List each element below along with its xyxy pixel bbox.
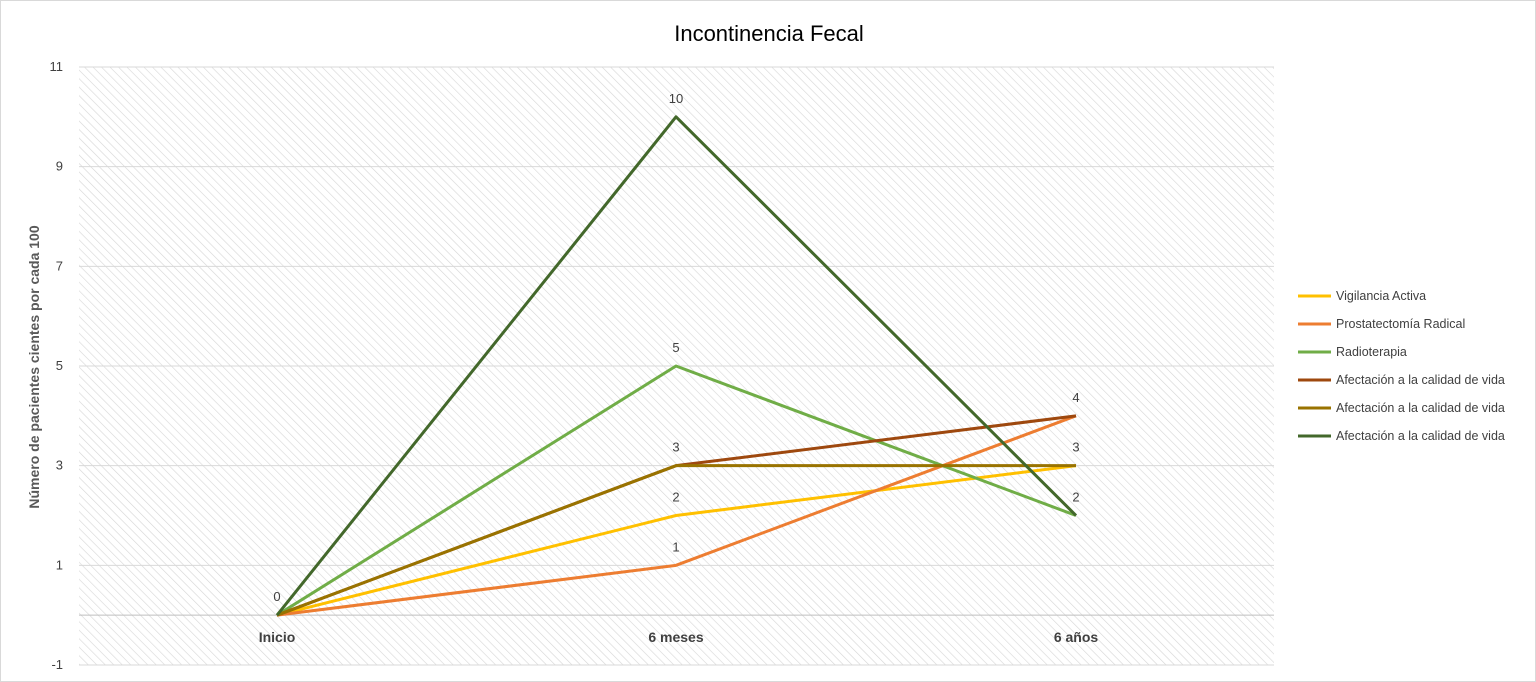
x-tick-label: 6 años — [1054, 629, 1099, 645]
y-tick-label: 5 — [56, 358, 63, 373]
x-tick-label: 6 meses — [648, 629, 703, 645]
data-label: 0 — [273, 589, 280, 604]
legend-entry: Radioterapia — [1336, 345, 1407, 359]
legend-entry: Prostatectomía Radical — [1336, 317, 1465, 331]
y-tick-label: 11 — [50, 59, 64, 74]
legend-entry: Afectación a la calidad de vida — [1336, 401, 1505, 415]
legend-entry: Afectación a la calidad de vida — [1336, 373, 1505, 387]
y-tick-label: 9 — [56, 159, 63, 174]
y-tick-label: 3 — [56, 458, 63, 473]
data-label: 2 — [672, 490, 679, 505]
chart-title: Incontinencia Fecal — [674, 21, 864, 46]
series-line — [275, 115, 1078, 617]
series-line — [276, 464, 1076, 617]
data-label: 3 — [672, 440, 679, 455]
data-label: 10 — [669, 91, 683, 106]
y-tick-label: 7 — [56, 258, 63, 273]
data-label: 2 — [1072, 490, 1079, 505]
data-label: 5 — [672, 340, 679, 355]
y-tick-label: -1 — [51, 657, 63, 672]
legend-entry: Vigilancia Activa — [1336, 289, 1426, 303]
data-label: 1 — [672, 539, 679, 554]
y-axis-label: Número de pacientes cientes por cada 100 — [26, 225, 42, 508]
series-line — [276, 464, 1077, 617]
y-tick-label: 1 — [56, 557, 63, 572]
x-tick-label: Inicio — [259, 629, 296, 645]
legend-entry: Afectación a la calidad de vida — [1336, 429, 1505, 443]
data-label: 3 — [1072, 440, 1079, 455]
data-label: 4 — [1072, 390, 1079, 405]
